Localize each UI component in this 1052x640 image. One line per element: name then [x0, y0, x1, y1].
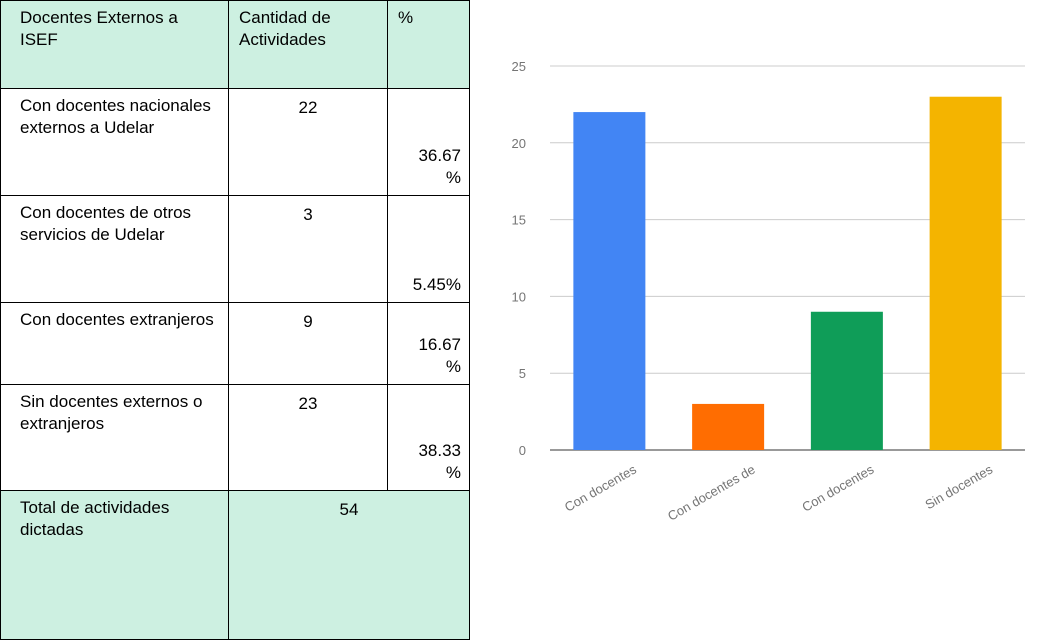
header-cell: Docentes Externos a ISEF	[0, 0, 229, 89]
row: Con docentes de otros servicios de Udela…	[0, 195, 470, 303]
bar	[810, 311, 883, 450]
row: Con docentes extranjeros 9 16.67 %	[0, 302, 470, 385]
header-cell: %	[387, 0, 470, 89]
cell: Sin docentes externos o extranjeros	[0, 384, 229, 491]
y-tick-label: 25	[512, 59, 526, 74]
y-tick-label: 5	[519, 366, 526, 381]
chart: 0 5 10 15 20 25 Con docentes Con docentes de Con…	[512, 59, 1025, 524]
cell: 9	[228, 302, 388, 385]
cell: 22	[228, 88, 388, 196]
header-row: Docentes Externos a ISEF Cantidad de Act…	[0, 0, 470, 89]
cell: 23	[228, 384, 388, 491]
row: Sin docentes externos o extranjeros 23 3…	[0, 384, 470, 491]
bar	[573, 112, 646, 450]
y-tick-label: 10	[512, 289, 526, 304]
cell: 36.67 %	[387, 88, 470, 196]
x-tick-label: Con docentes	[562, 461, 639, 514]
cell: Total de actividades dictadas	[0, 490, 229, 640]
cell: 38.33 %	[387, 384, 470, 491]
percent: 16.67 %	[418, 335, 461, 376]
x-tick-label: Con docentes de	[665, 462, 758, 524]
data-table: Docentes Externos a ISEF Cantidad de Act…	[0, 0, 470, 640]
row: Con docentes nacionales externos a Udela…	[0, 88, 470, 196]
x-tick-label: Con docentes	[799, 461, 876, 514]
total-row: Total de actividades dictadas 54	[0, 490, 470, 640]
y-tick-label: 15	[512, 213, 526, 228]
percent: 36.67 %	[418, 146, 461, 187]
bar	[929, 96, 1002, 450]
cell: 5.45%	[387, 195, 470, 303]
cell: 3	[228, 195, 388, 303]
cell: Con docentes nacionales externos a Udela…	[0, 88, 229, 196]
y-tick-label: 20	[512, 136, 526, 151]
cell: 16.67 %	[387, 302, 470, 385]
cell: 54	[228, 490, 470, 640]
bar	[692, 403, 765, 450]
x-tick-label: Sin docentes	[923, 461, 996, 512]
header-cell: Cantidad de Actividades	[228, 0, 388, 89]
percent: 5.45%	[412, 275, 461, 294]
y-tick-label: 0	[519, 443, 526, 458]
percent: 38.33 %	[418, 441, 461, 482]
cell: Con docentes de otros servicios de Udela…	[0, 195, 229, 303]
cell: Con docentes extranjeros	[0, 302, 229, 385]
